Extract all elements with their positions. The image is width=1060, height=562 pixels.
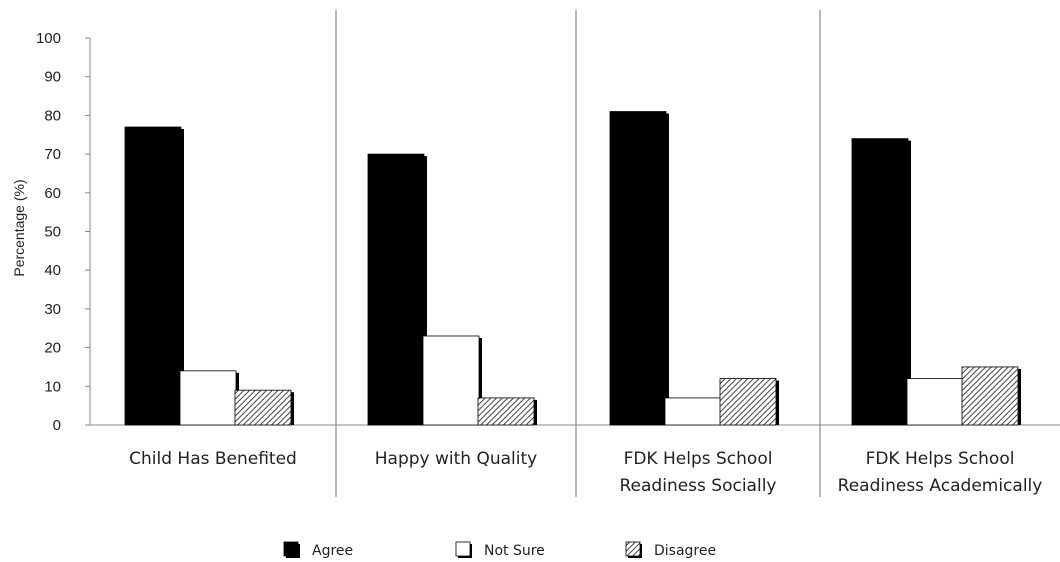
y-tick-label: 90 <box>44 69 61 86</box>
legend: Agree Not Sure Disagree <box>283 541 716 559</box>
bar-disagree <box>719 378 777 426</box>
bar-agree <box>124 126 182 426</box>
y-tick-label: 50 <box>44 224 61 241</box>
bar-agree <box>609 111 667 426</box>
y-tick-labels: 0 10 20 30 40 50 60 70 80 90 100 <box>36 30 61 434</box>
category-label: FDK Helps School <box>624 449 773 469</box>
axes <box>85 37 1060 426</box>
category-label: Child Has Benefited <box>129 449 297 469</box>
bar-not-sure <box>664 397 722 426</box>
bar-disagree <box>234 389 292 426</box>
bar-not-sure <box>422 335 480 426</box>
category-labels: Child Has Benefited Happy with Quality FDK… <box>129 449 1042 496</box>
legend-swatch-not-sure <box>455 541 471 557</box>
y-tick-label: 100 <box>36 30 61 47</box>
category-separators <box>335 10 821 497</box>
y-tick-label: 20 <box>44 340 61 357</box>
legend-label: Disagree <box>654 543 716 559</box>
y-tick-label: 60 <box>44 185 61 202</box>
category-label: Readiness Socially <box>620 476 777 496</box>
bar-not-sure <box>906 378 964 426</box>
category-label: Happy with Quality <box>375 449 537 469</box>
bar-disagree <box>961 366 1019 426</box>
y-axis-label: Percentage (%) <box>11 179 27 276</box>
legend-label: Agree <box>312 543 353 559</box>
legend-swatch-disagree <box>625 541 641 557</box>
bars <box>124 111 1021 426</box>
y-tick-label: 40 <box>44 262 61 279</box>
y-tick-label: 0 <box>53 417 61 434</box>
bar-agree <box>851 138 909 426</box>
bar-disagree <box>477 397 535 426</box>
legend-label: Not Sure <box>484 543 545 559</box>
y-tick-label: 10 <box>44 378 61 395</box>
bar-not-sure <box>179 370 237 426</box>
category-label: Readiness Academically <box>838 476 1043 496</box>
y-tick-label: 70 <box>44 146 61 163</box>
bar-agree <box>367 153 425 426</box>
y-tick-label: 30 <box>44 301 61 318</box>
legend-swatch-agree <box>283 541 299 557</box>
y-tick-label: 80 <box>44 107 61 124</box>
category-label: FDK Helps School <box>866 449 1015 469</box>
